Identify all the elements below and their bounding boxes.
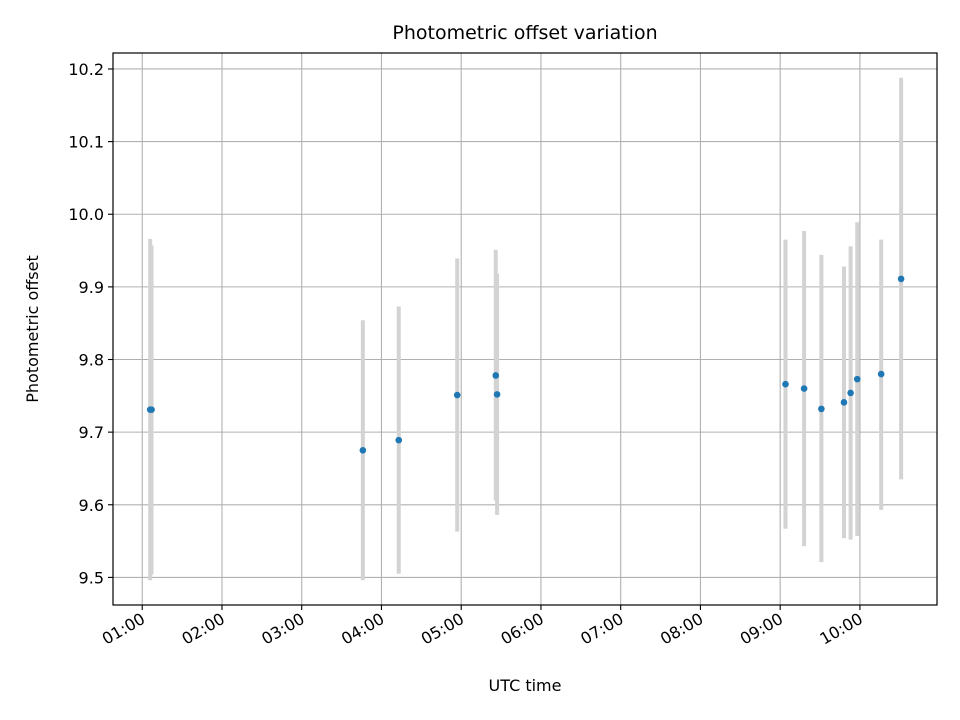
x-axis-label: UTC time [489, 676, 562, 695]
data-point [818, 405, 825, 413]
y-tick-label: 10.2 [68, 60, 104, 79]
plot-frame [112, 52, 938, 606]
grid-layer [113, 53, 937, 605]
data-point [453, 391, 461, 399]
data-point [395, 436, 403, 444]
data-point [897, 275, 905, 283]
data-point [847, 389, 854, 397]
y-tick-label: 10.1 [68, 133, 104, 152]
y-tick-label: 10.0 [68, 205, 104, 224]
point-layer [146, 275, 905, 454]
data-point [359, 446, 367, 454]
y-tick-label: 9.8 [79, 351, 104, 370]
data-point [493, 391, 501, 398]
chart-title: Photometric offset variation [392, 22, 657, 44]
data-point [800, 385, 808, 392]
data-point [492, 372, 500, 379]
y-tick-label: 9.5 [79, 568, 104, 587]
y-tick-label: 9.9 [79, 278, 104, 297]
y-tick-label: 9.7 [79, 423, 104, 442]
data-point [853, 375, 861, 383]
y-axis-label: Photometric offset [23, 255, 42, 403]
data-point [148, 406, 155, 413]
data-point [840, 399, 848, 406]
y-tick-label: 9.6 [79, 496, 104, 515]
data-point [877, 370, 885, 378]
data-point [782, 380, 789, 388]
